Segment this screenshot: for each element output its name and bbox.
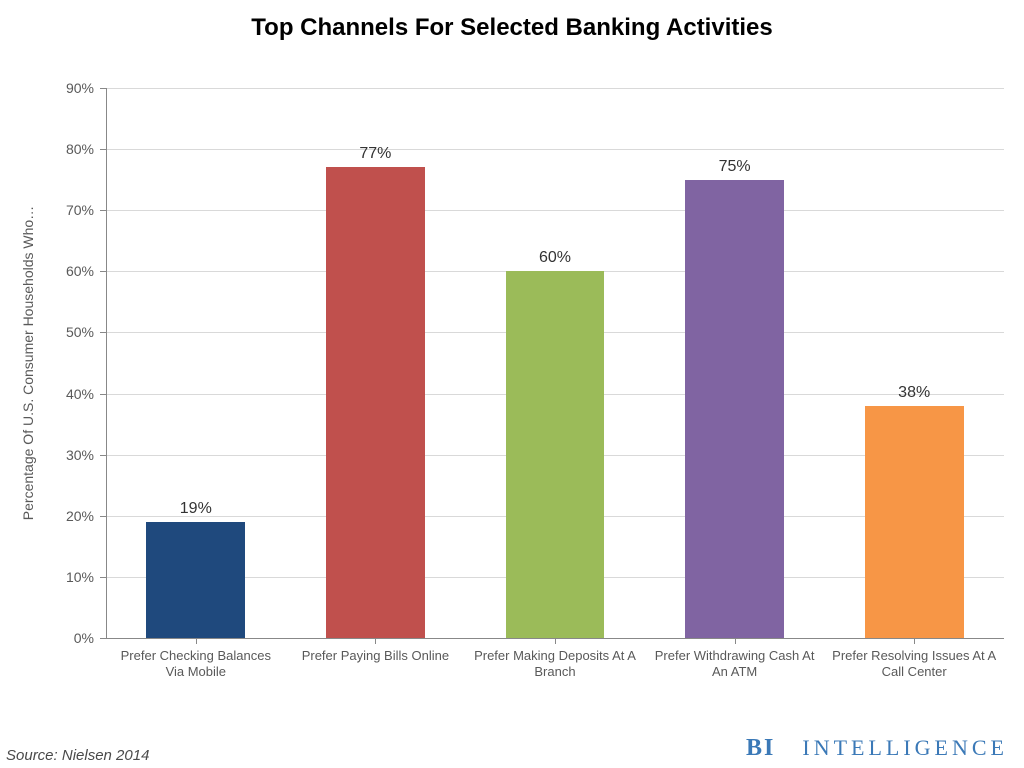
gridline	[106, 88, 1004, 89]
x-tick-mark	[735, 638, 736, 644]
bar	[326, 167, 425, 638]
y-tick-label: 90%	[66, 80, 94, 96]
bar	[685, 180, 784, 638]
x-tick-mark	[196, 638, 197, 644]
x-category-label: Prefer Making Deposits At A Branch	[471, 648, 639, 681]
brand-logo: BI Intelligence	[746, 735, 1008, 762]
y-tick-label: 20%	[66, 508, 94, 524]
x-category-label: Prefer Withdrawing Cash At An ATM	[651, 648, 819, 681]
x-category-label: Prefer Paying Bills Online	[291, 648, 459, 664]
gridline	[106, 210, 1004, 211]
y-tick-label: 0%	[74, 630, 94, 646]
brand-prefix: BI	[746, 735, 775, 761]
source-attribution: Source: Nielsen 2014	[6, 747, 149, 764]
chart-container: Top Channels For Selected Banking Activi…	[0, 0, 1024, 768]
bar-value-label: 19%	[180, 500, 212, 518]
x-tick-mark	[375, 638, 376, 644]
bar-value-label: 77%	[359, 145, 391, 163]
bar	[146, 522, 245, 638]
y-axis-title: Percentage Of U.S. Consumer Households W…	[20, 206, 36, 520]
bar-value-label: 75%	[719, 158, 751, 176]
gridline	[106, 149, 1004, 150]
y-axis-line	[106, 88, 107, 638]
x-category-label: Prefer Checking Balances Via Mobile	[112, 648, 280, 681]
bar-value-label: 38%	[898, 384, 930, 402]
chart-title: Top Channels For Selected Banking Activi…	[0, 14, 1024, 42]
x-tick-mark	[555, 638, 556, 644]
y-tick-label: 60%	[66, 263, 94, 279]
y-tick-label: 30%	[66, 447, 94, 463]
bar	[865, 406, 964, 638]
y-tick-label: 10%	[66, 569, 94, 585]
y-tick-label: 70%	[66, 202, 94, 218]
y-tick-label: 80%	[66, 141, 94, 157]
x-category-label: Prefer Resolving Issues At A Call Center	[830, 648, 998, 681]
y-tick-label: 40%	[66, 386, 94, 402]
bar-value-label: 60%	[539, 249, 571, 267]
brand-suffix: Intelligence	[802, 735, 1008, 760]
y-tick-label: 50%	[66, 324, 94, 340]
plot-area: Prefer Checking Balances Via MobilePrefe…	[106, 88, 1004, 638]
x-tick-mark	[914, 638, 915, 644]
bar	[506, 271, 605, 638]
